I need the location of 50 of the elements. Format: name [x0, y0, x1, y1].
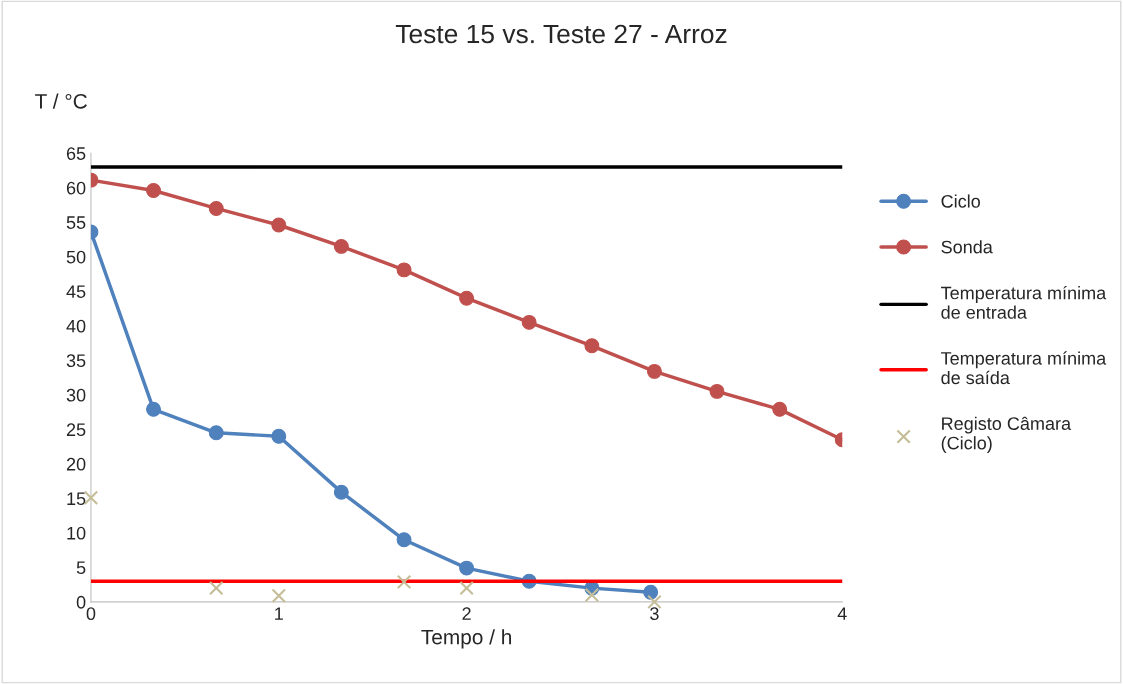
legend-label: Sonda [941, 240, 993, 254]
x-tick-label: 2 [462, 607, 471, 620]
point [459, 580, 474, 596]
y-tick-label: 55 [66, 216, 86, 229]
y-tick-label: 65 [66, 147, 86, 160]
point [584, 338, 600, 354]
y-tick-label: 40 [66, 319, 86, 333]
point [772, 401, 788, 417]
point [208, 425, 224, 441]
x-tick-label: 3 [650, 607, 659, 621]
y-tick-label: 30 [66, 388, 86, 402]
point [646, 363, 662, 379]
point [396, 574, 412, 590]
y-tick-label: 60 [66, 181, 86, 195]
y-tick-label: 35 [66, 354, 86, 368]
point [396, 532, 412, 548]
legend-label: Registo Câmara (Ciclo) [941, 416, 1072, 453]
point [208, 200, 224, 216]
point [208, 580, 224, 596]
y-tick-label: 25 [66, 423, 86, 437]
y-tick-label: 5 [76, 561, 86, 575]
x-tick-label: 0 [86, 607, 96, 621]
point [271, 588, 287, 603]
legend-label: Temperatura mínima de saída [941, 351, 1107, 385]
x-tick-label: 1 [275, 607, 283, 620]
point [396, 262, 412, 278]
point [146, 401, 161, 417]
y-tick-label: 45 [66, 285, 86, 298]
y-tick-label: 20 [66, 457, 86, 471]
point [643, 584, 659, 600]
legend-label: Temperatura mínima de entrada [941, 285, 1107, 319]
point [333, 484, 349, 500]
chart-title: Teste 15 vs. Teste 27 - Arroz [395, 24, 727, 44]
point [709, 383, 725, 399]
y-tick-label: 10 [67, 526, 86, 540]
point [459, 290, 475, 306]
y-axis-title: T / °C [35, 93, 87, 109]
x-axis-title: Tempo / h [421, 629, 511, 649]
point [521, 314, 537, 330]
y-tick-label: 50 [66, 250, 86, 264]
y-tick-label: 0 [76, 595, 86, 609]
legend-label: Ciclo [941, 194, 980, 208]
x-tick-label: 4 [837, 607, 847, 620]
point [459, 560, 475, 576]
y-tick-label: 15 [67, 492, 86, 506]
point [333, 238, 349, 254]
point [584, 587, 600, 603]
point [271, 428, 287, 444]
point [271, 217, 287, 233]
point [146, 183, 161, 198]
